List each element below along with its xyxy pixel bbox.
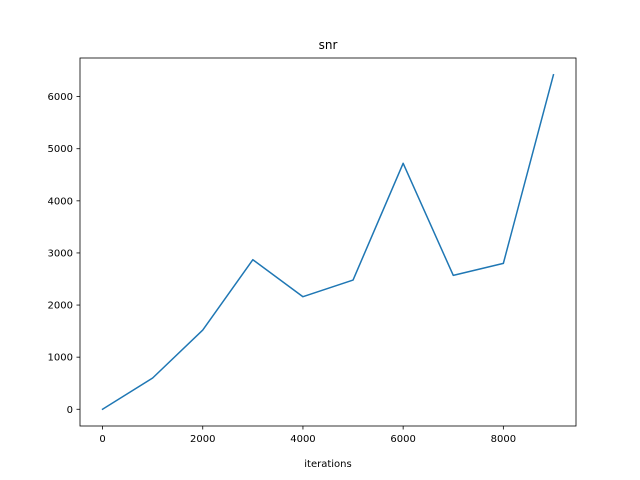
y-tick-label: 6000 (48, 92, 73, 103)
x-tick-label: 4000 (290, 434, 315, 445)
y-tick-label: 4000 (48, 196, 73, 207)
chart-title: snr (319, 38, 338, 52)
x-tick-label: 6000 (390, 434, 415, 445)
y-tick-label: 0 (67, 405, 73, 416)
axes-frame (79, 57, 577, 427)
y-tick-label: 2000 (48, 301, 73, 312)
x-tick-label: 8000 (491, 434, 516, 445)
x-tick-label: 2000 (190, 434, 215, 445)
x-tick-label: 0 (99, 434, 105, 445)
y-tick-label: 5000 (48, 144, 73, 155)
y-tick-label: 3000 (48, 248, 73, 259)
x-axis-label: iterations (304, 459, 351, 470)
series-line-0 (101, 73, 555, 411)
plot-area: 0 2000 4000 6000 8000 0 1000 2000 3000 4000 5000 60… (48, 57, 577, 445)
y-tick-label: 1000 (48, 353, 73, 364)
